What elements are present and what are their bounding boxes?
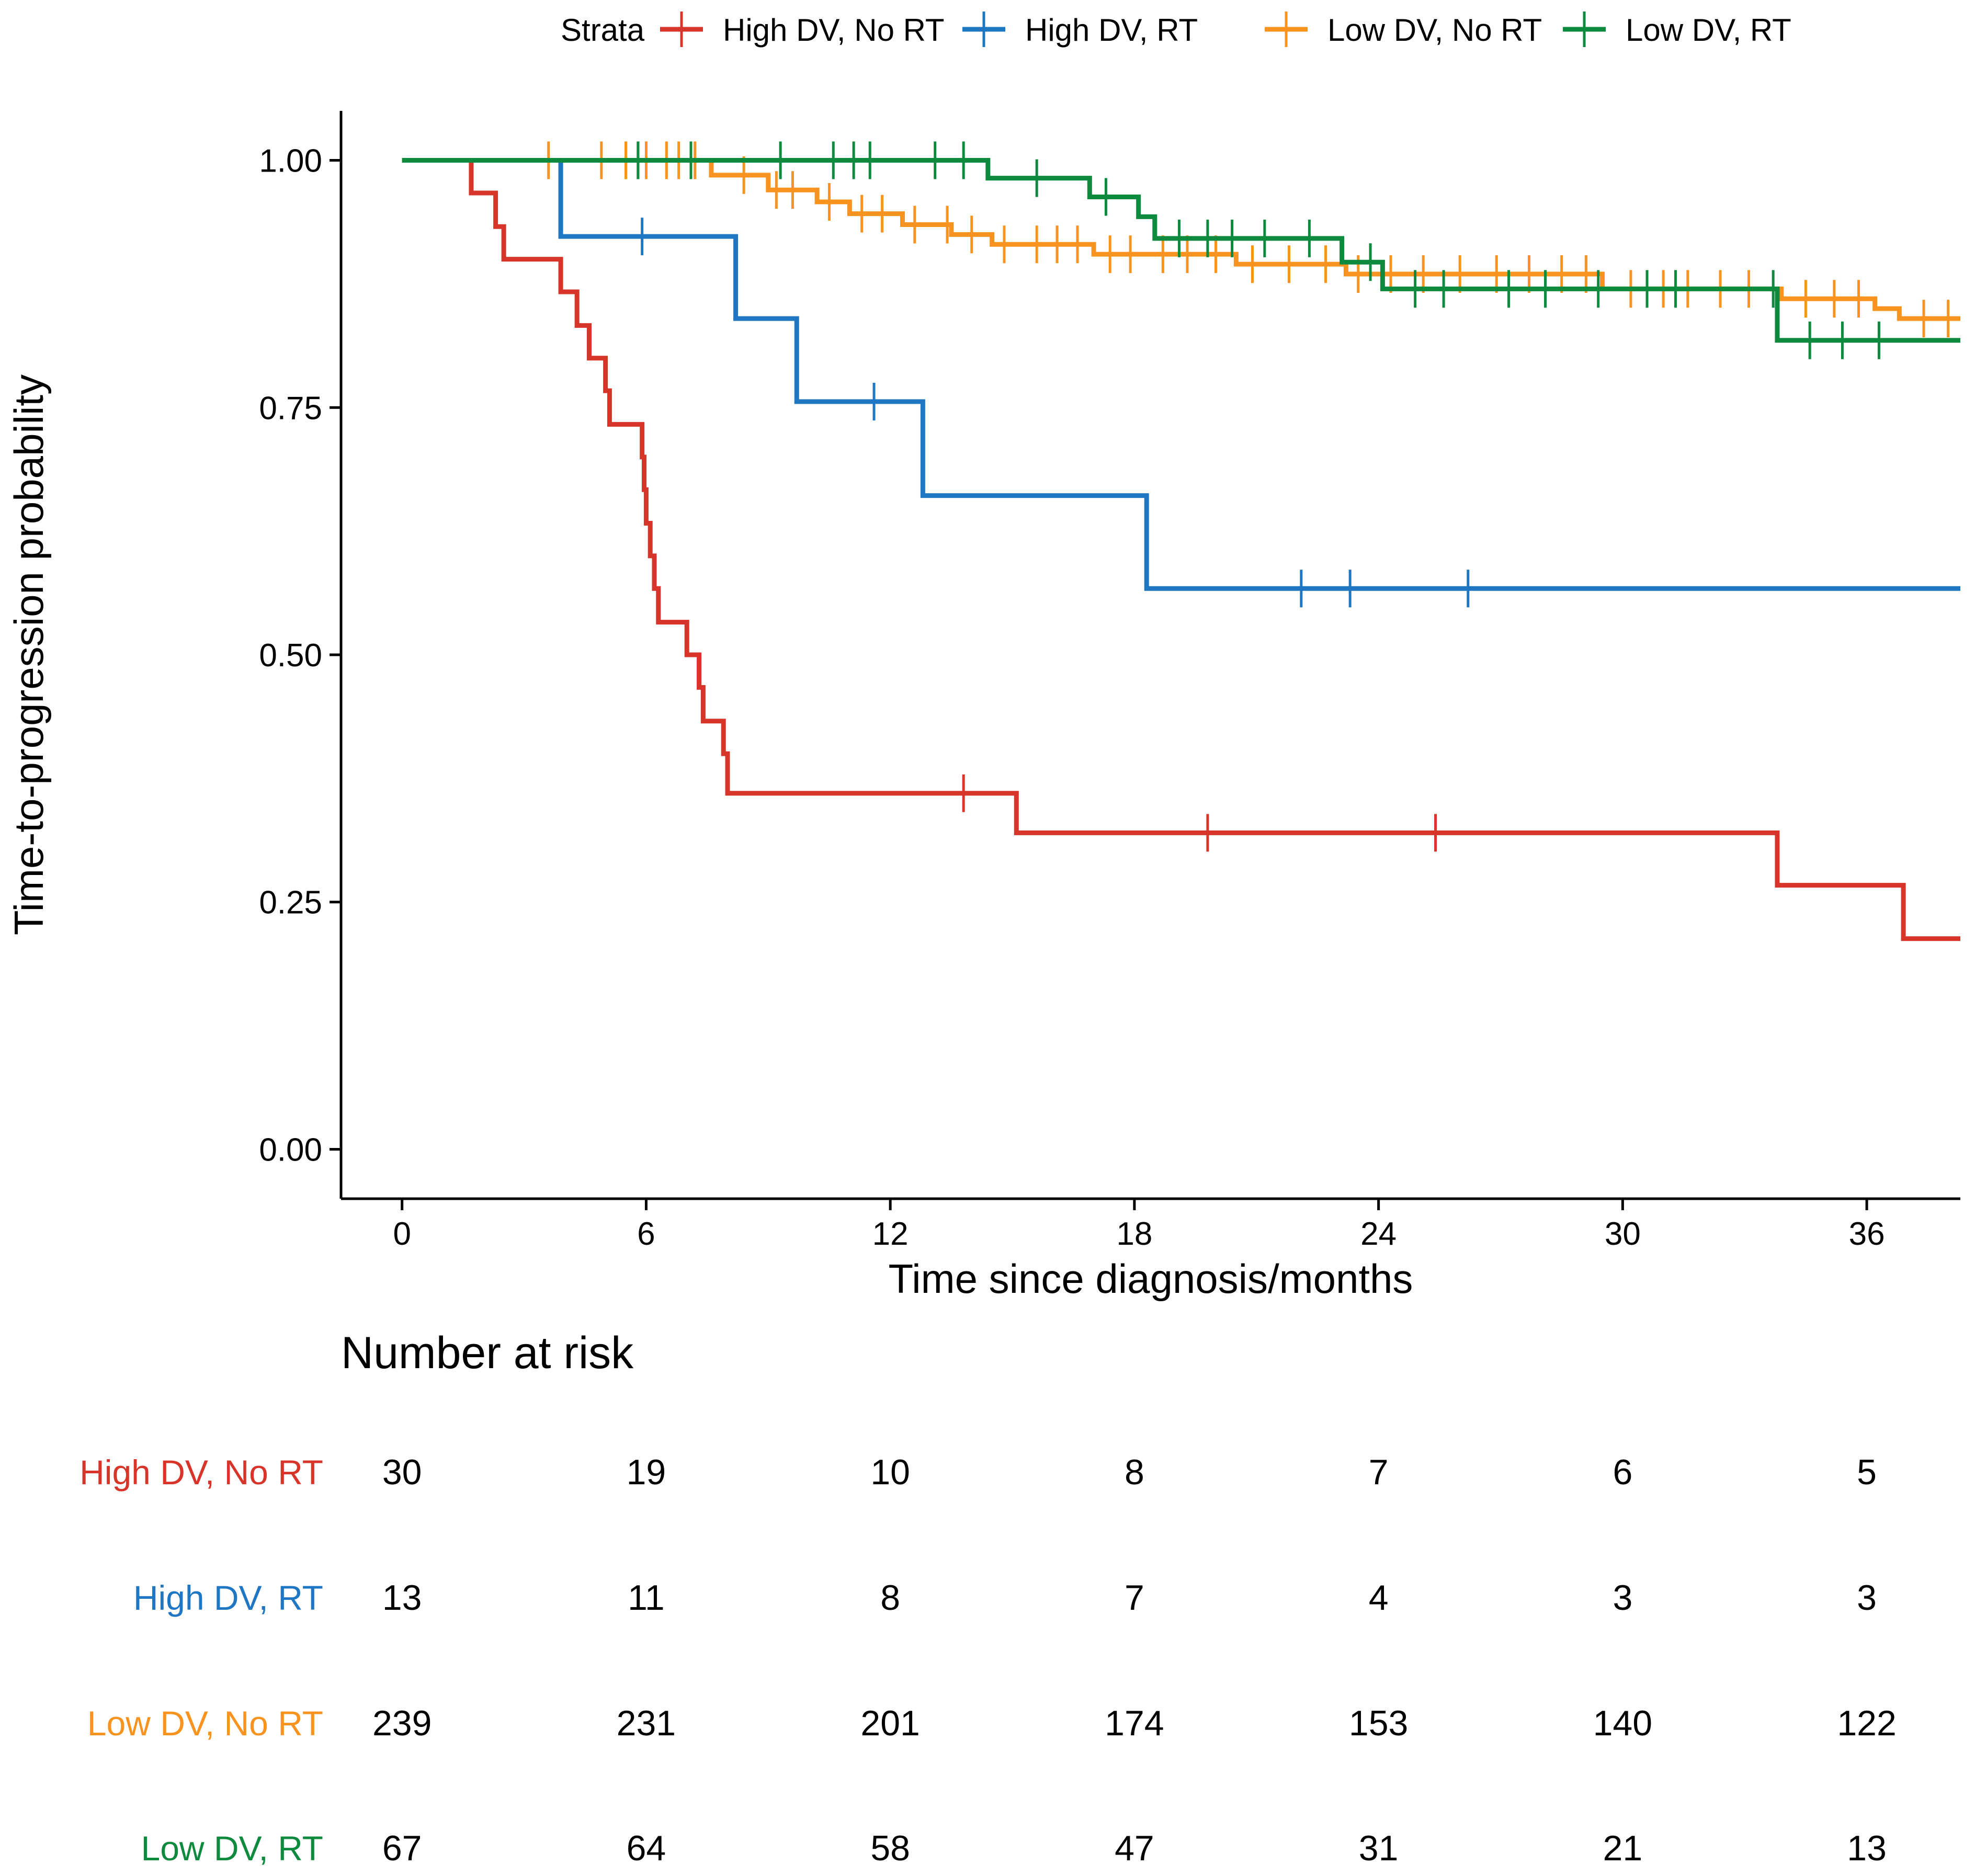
risk-count: 4 (1369, 1578, 1389, 1618)
risk-count: 8 (880, 1578, 900, 1618)
risk-count: 19 (627, 1452, 666, 1492)
risk-row-label: High DV, RT (133, 1578, 323, 1617)
survival-curve (402, 158, 1960, 321)
legend-title: Strata (561, 13, 645, 48)
x-tick-label: 30 (1605, 1216, 1641, 1252)
risk-count: 239 (372, 1703, 432, 1743)
x-tick-label: 6 (637, 1216, 655, 1252)
series-low-dv-rt (402, 141, 1960, 359)
legend-item: High DV, RT (962, 12, 1198, 48)
risk-count: 67 (382, 1828, 422, 1868)
legend-label: Low DV, No RT (1327, 13, 1542, 48)
legend-item: Low DV, RT (1563, 12, 1791, 48)
risk-count: 5 (1857, 1452, 1877, 1492)
risk-count: 3 (1857, 1578, 1877, 1618)
survival-curve (402, 158, 1960, 941)
legend-item: Low DV, No RT (1265, 12, 1542, 48)
risk-row: Low DV, No RT 239 231 201 174 153 140 122 (87, 1703, 1897, 1743)
risk-count: 30 (382, 1452, 422, 1492)
risk-count: 47 (1115, 1828, 1154, 1868)
x-axis-title: Time since diagnosis/months (889, 1256, 1413, 1302)
risk-count: 21 (1603, 1828, 1643, 1868)
risk-count: 58 (870, 1828, 910, 1868)
y-tick-label: 0.25 (259, 885, 322, 921)
risk-count: 13 (382, 1578, 422, 1618)
risk-count: 3 (1613, 1578, 1632, 1618)
x-tick-label: 24 (1360, 1216, 1397, 1252)
risk-count: 31 (1359, 1828, 1399, 1868)
risk-row: High DV, RT 13 11 8 7 4 3 3 (133, 1578, 1877, 1618)
axes: 0.00 0.25 0.50 0.75 1.00 0 6 12 18 24 30 36 Time sin… (6, 111, 1960, 1302)
risk-count: 10 (870, 1452, 910, 1492)
y-axis-title: Time-to-progression probability (6, 374, 52, 935)
legend: Strata High DV, No RT High DV, RT Low DV, N… (561, 12, 1791, 48)
risk-count: 122 (1837, 1703, 1896, 1743)
risk-count: 140 (1593, 1703, 1652, 1743)
series-high-dv-rt (402, 158, 1960, 608)
risk-row: High DV, No RT 30 19 10 8 7 6 5 (80, 1452, 1877, 1492)
y-tick-label: 1.00 (259, 143, 322, 179)
risk-row: Low DV, RT 67 64 58 47 31 21 13 (141, 1828, 1887, 1868)
risk-row-label: High DV, No RT (80, 1453, 323, 1492)
risk-count: 7 (1125, 1578, 1144, 1618)
risk-row-label: Low DV, No RT (87, 1704, 323, 1743)
risk-count: 153 (1349, 1703, 1408, 1743)
risk-count: 7 (1369, 1452, 1389, 1492)
series-high-dv-no-rt (402, 158, 1960, 941)
y-tick-label: 0.50 (259, 638, 322, 674)
risk-count: 174 (1105, 1703, 1164, 1743)
risk-count: 231 (617, 1703, 676, 1743)
x-tick-label: 0 (393, 1216, 411, 1252)
survival-curve (402, 158, 1960, 591)
risk-count: 6 (1613, 1452, 1632, 1492)
risk-row-label: Low DV, RT (141, 1829, 324, 1868)
survival-curve (402, 158, 1960, 343)
risk-count: 64 (627, 1828, 666, 1868)
legend-item: High DV, No RT (660, 12, 945, 48)
x-tick-label: 12 (872, 1216, 909, 1252)
y-tick-label: 0.75 (259, 390, 322, 426)
series-group (402, 141, 1960, 941)
x-tick-label: 36 (1849, 1216, 1885, 1252)
legend-label: High DV, RT (1025, 13, 1198, 48)
x-tick-label: 18 (1116, 1216, 1152, 1252)
legend-label: High DV, No RT (723, 13, 945, 48)
y-tick-label: 0.00 (259, 1132, 322, 1168)
risk-count: 13 (1847, 1828, 1887, 1868)
legend-label: Low DV, RT (1626, 13, 1791, 48)
risk-count: 11 (628, 1578, 665, 1618)
risk-count: 8 (1125, 1452, 1144, 1492)
risk-count: 201 (860, 1703, 920, 1743)
risk-table-title: Number at risk (341, 1328, 634, 1378)
